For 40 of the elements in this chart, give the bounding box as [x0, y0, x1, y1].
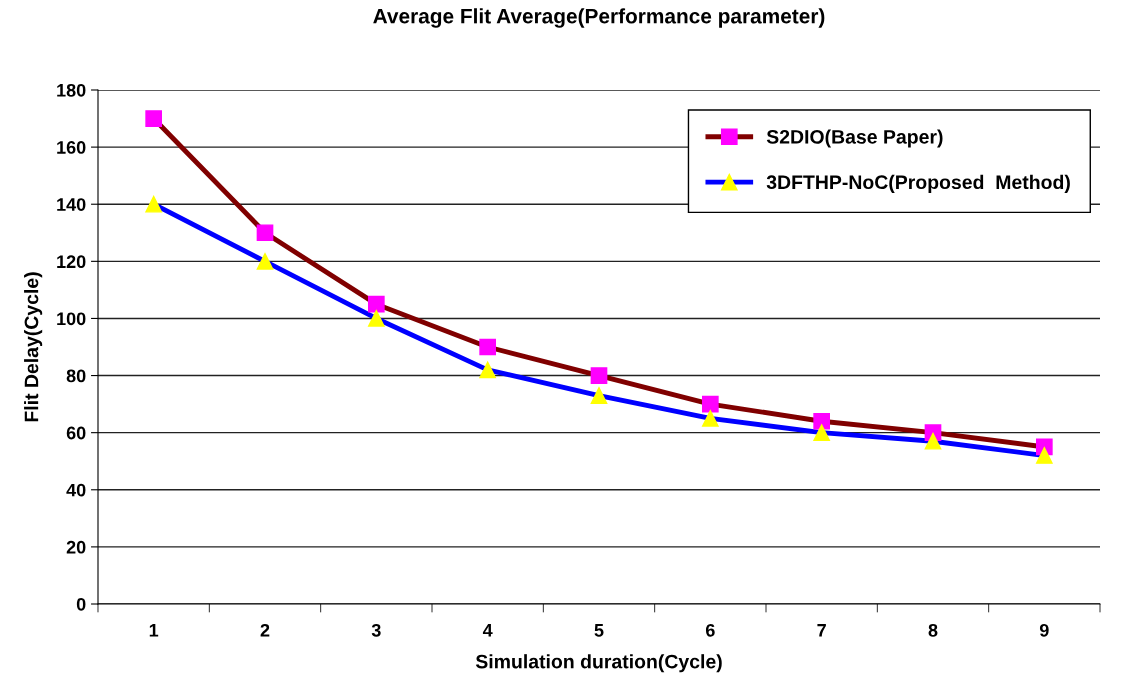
point — [145, 195, 163, 213]
point — [590, 367, 608, 384]
y-tick-label: 160 — [57, 141, 86, 154]
point — [1035, 447, 1053, 464]
y-axis-title: Flit Delay(Cycle) — [24, 272, 43, 422]
y-tick-label: 120 — [57, 255, 86, 269]
x-tick-label: 9 — [1039, 623, 1049, 637]
y-tick-label: 180 — [57, 83, 86, 97]
chart-title: Average Flit Average(Performance parameter) — [373, 8, 825, 28]
point — [256, 252, 274, 270]
point — [479, 361, 497, 379]
x-tick-label: 2 — [260, 623, 270, 637]
x-axis-title: Simulation duration(Cycle) — [475, 654, 722, 673]
point — [479, 338, 497, 356]
point — [590, 387, 608, 404]
x-tick-label: 6 — [705, 623, 715, 637]
y-tick-label: 40 — [66, 483, 86, 497]
point — [924, 432, 942, 450]
point — [367, 295, 385, 313]
legend-label: S2DIO(Base Paper) — [766, 129, 943, 148]
x-tick-label: 3 — [371, 623, 381, 637]
point — [367, 310, 385, 327]
x-tick-label: 8 — [928, 623, 938, 637]
y-tick-label: 140 — [57, 198, 86, 211]
y-tick-label: 80 — [66, 369, 86, 383]
x-tick-label: 4 — [482, 624, 493, 637]
x-tick-label: 7 — [817, 624, 826, 637]
point — [813, 424, 831, 442]
point — [701, 410, 719, 427]
point — [701, 395, 719, 413]
point — [145, 110, 163, 127]
x-tick-label: 5 — [594, 624, 604, 637]
y-tick-label: 0 — [76, 597, 86, 611]
y-tick-label: 20 — [66, 540, 86, 554]
x-tick-label: 1 — [149, 624, 159, 637]
point — [813, 412, 831, 430]
y-tick-label: 100 — [57, 312, 86, 326]
point — [256, 224, 274, 242]
y-tick-label: 60 — [66, 426, 86, 440]
legend-label: 3DFTHP-NoC(Proposed Method) — [766, 174, 1070, 193]
